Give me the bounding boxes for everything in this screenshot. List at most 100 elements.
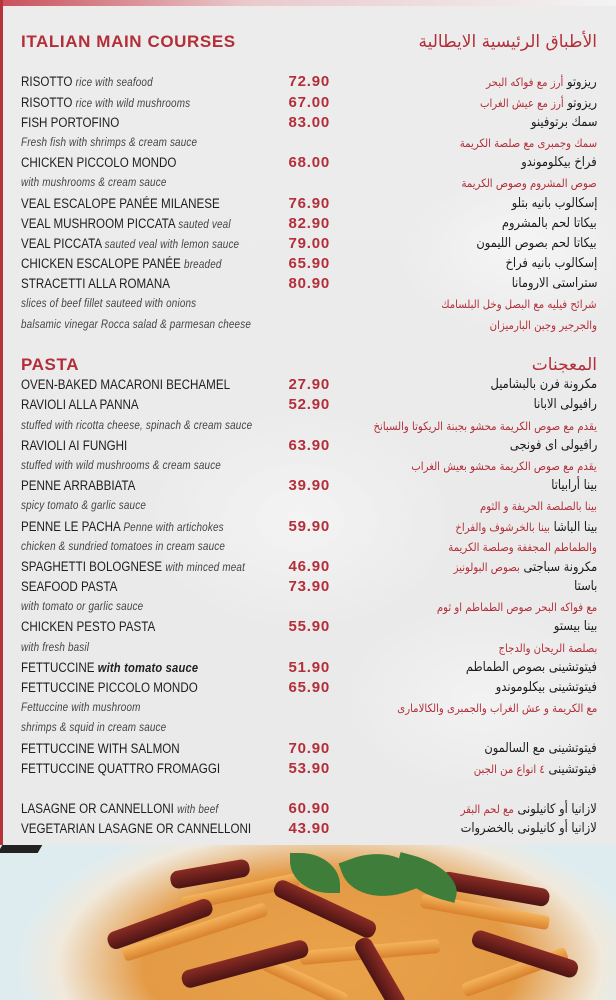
menu-item[interactable]: LASAGNE OR CANNELLONI with beef 60.90 لازا… bbox=[0, 799, 616, 819]
menu-item-description: stuffed with ricotta cheese, spinach & c… bbox=[0, 416, 616, 436]
item-name-en: PENNE LE PACHA Penne with artichokes bbox=[21, 517, 224, 538]
menu-item[interactable]: RISOTTO rice with wild mushrooms 67.00 ريز… bbox=[0, 93, 616, 113]
menu-item[interactable]: SPAGHETTI BOLOGNESE with minced meat 46.9… bbox=[0, 557, 616, 577]
item-price: 67.00 bbox=[288, 93, 330, 111]
description-en: chicken & sundried tomatoes in cream sau… bbox=[21, 540, 226, 553]
menu-item[interactable]: CHICKEN ESCALOPE PANÉE breaded 65.90 إسكال… bbox=[0, 254, 616, 274]
item-name-ar-text: باستا bbox=[573, 579, 597, 595]
item-name: FETTUCCINE QUATTRO FROMAGGI bbox=[21, 760, 221, 776]
item-name-ar: لازانيا أو كانيلونى بالخضروات bbox=[461, 819, 597, 839]
item-desc: rice with wild mushrooms bbox=[75, 97, 191, 110]
item-desc-ar: أرز مع فواكه البحر bbox=[486, 75, 564, 90]
left-accent-strip bbox=[0, 0, 3, 845]
item-name-ar: مكرونة فرن بالبشاميل bbox=[490, 375, 597, 395]
description-en: slices of beef fillet sauteed with onion… bbox=[21, 298, 197, 311]
item-name: LASAGNE OR CANNELLONI bbox=[21, 801, 174, 817]
item-name-en: VEAL MUSHROOM PICCATA sauted veal bbox=[21, 214, 231, 235]
item-name-ar: بينا أرابياتا bbox=[551, 476, 597, 496]
item-name-ar-text: فراخ بيكلوموندو bbox=[521, 155, 597, 171]
menu-item[interactable]: FETTUCCINE QUATTRO FROMAGGI 53.90 فيتوتشين… bbox=[0, 759, 616, 779]
menu-item[interactable]: PENNE LE PACHA Penne with artichokes 59.9… bbox=[0, 517, 616, 537]
menu-item[interactable]: VEAL ESCALOPE PANÉE MILANESE 76.90 إسكالوب… bbox=[0, 194, 616, 214]
description-ar: مع فواكه البحر صوص الطماطم او ثوم bbox=[436, 600, 597, 615]
item-desc-ar: مع لحم البقر bbox=[460, 802, 515, 817]
spacer bbox=[0, 52, 616, 72]
item-price: 68.00 bbox=[288, 154, 330, 172]
item-name: PENNE LE PACHA bbox=[21, 518, 121, 534]
section-title-ar: المعجنات bbox=[531, 355, 597, 375]
item-name: RISOTTO bbox=[21, 94, 73, 110]
item-name: VEAL PICCATA bbox=[21, 235, 102, 251]
item-price: 72.90 bbox=[288, 73, 330, 91]
item-name: OVEN-BAKED MACARONI BECHAMEL bbox=[21, 377, 231, 393]
item-name-ar-text: سمك برتوفينو bbox=[530, 114, 597, 130]
menu-item[interactable]: VEGETARIAN LASAGNE OR CANNELLONI 43.90 لاز… bbox=[0, 819, 616, 839]
item-price: 80.90 bbox=[288, 275, 330, 293]
description-en: with mushrooms & cream sauce bbox=[21, 177, 167, 190]
item-name-en: CHICKEN ESCALOPE PANÉE breaded bbox=[21, 254, 222, 275]
section-title-en: PASTA bbox=[21, 355, 80, 374]
menu-item[interactable]: SEAFOOD PASTA 73.90 باستا bbox=[0, 577, 616, 597]
item-name: VEAL ESCALOPE PANÉE MILANESE bbox=[21, 195, 220, 211]
item-name-en: RAVIOLI AI FUNGHI bbox=[21, 436, 127, 456]
menu-item-description: chicken & sundried tomatoes in cream sau… bbox=[0, 537, 616, 557]
menu-item[interactable]: RAVIOLI AI FUNGHI 63.90 رافيولى اى فونجى bbox=[0, 436, 616, 456]
item-name-en: CHICKEN PICCOLO MONDO bbox=[21, 153, 176, 173]
item-price: 82.90 bbox=[288, 214, 330, 232]
item-desc: with beef bbox=[177, 804, 219, 817]
item-name-ar-text: إسكالوب بانيه بتلو bbox=[511, 195, 597, 211]
item-desc: Penne with artichokes bbox=[123, 521, 224, 534]
menu-item-description: shrimps & squid in cream sauce bbox=[0, 718, 616, 738]
section-title-en: ITALIAN MAIN COURSES bbox=[21, 32, 236, 51]
item-name-ar: رافيولى اى فونجى bbox=[510, 436, 597, 456]
item-name-ar: فيتوتشينى بصوص الطماطم bbox=[466, 658, 597, 678]
description-en: spicy tomato & garlic sauce bbox=[21, 500, 147, 513]
description-en: Fettuccine with mushroom bbox=[21, 702, 141, 715]
menu-item[interactable]: STRACETTI ALLA ROMANA 80.90 ستراستى الاروم… bbox=[0, 274, 616, 294]
item-name-ar-text: بينا الباشا bbox=[553, 519, 597, 535]
description-ar: والطماطم المجففة وصلصة الكريمة bbox=[448, 539, 597, 554]
menu-item[interactable]: RISOTTO rice with seafood 72.90 ريزوتو أرز… bbox=[0, 72, 616, 92]
item-name-ar-text: فيتوتشينى مع السالمون bbox=[484, 740, 597, 756]
item-desc: sauted veal with lemon sauce bbox=[104, 238, 240, 251]
item-name-ar-text: بيكاتا لحم بصوص الليمون bbox=[476, 235, 597, 251]
item-price: 83.00 bbox=[288, 113, 330, 131]
item-name-ar: بيكاتا لحم بالمشروم bbox=[502, 214, 597, 234]
description-ar: بينا بالصلصة الحريفة و الثوم bbox=[480, 499, 597, 514]
menu-item[interactable]: OVEN-BAKED MACARONI BECHAMEL 27.90 مكرونة … bbox=[0, 375, 616, 395]
menu-item[interactable]: CHICKEN PICCOLO MONDO 68.00 فراخ بيكلوموند… bbox=[0, 153, 616, 173]
description-ar: والجرجير وجبن البارميزان bbox=[489, 317, 597, 332]
description-ar: صوص المشروم وصوص الكريمة bbox=[461, 176, 597, 191]
description-en: with fresh basil bbox=[21, 641, 90, 654]
item-name-ar-text: بينا بيستو bbox=[553, 619, 597, 635]
menu-item[interactable]: VEAL PICCATA sauted veal with lemon sauc… bbox=[0, 234, 616, 254]
item-name-en: SEAFOOD PASTA bbox=[21, 577, 117, 597]
item-name-ar: بيكاتا لحم بصوص الليمون bbox=[477, 234, 597, 254]
item-name: STRACETTI ALLA ROMANA bbox=[21, 276, 171, 292]
item-name-en: OVEN-BAKED MACARONI BECHAMEL bbox=[21, 375, 230, 395]
item-desc: with minced meat bbox=[165, 561, 246, 574]
item-name-ar-text: لازانيا أو كانيلونى bbox=[517, 802, 597, 818]
item-name-ar: لازانيا أو كانيلونى مع لحم البقر bbox=[461, 799, 597, 820]
menu-item[interactable]: FETTUCCINE PICCOLO MONDO 65.90 فيتوتشينى ب… bbox=[0, 678, 616, 698]
menu-item[interactable]: PENNE ARRABBIATA 39.90 بينا أرابياتا bbox=[0, 476, 616, 496]
item-price: 76.90 bbox=[288, 194, 330, 212]
menu-item[interactable]: FETTUCCINE WITH SALMON 70.90 فيتوتشينى مع … bbox=[0, 739, 616, 759]
menu-item[interactable]: CHICKEN PESTO PASTA 55.90 بينا بيستو bbox=[0, 617, 616, 637]
menu-item[interactable]: RAVIOLI ALLA PANNA 52.90 رافيولى الابانا bbox=[0, 395, 616, 415]
item-name: VEGETARIAN LASAGNE OR CANNELLONI bbox=[21, 821, 252, 837]
item-price: 39.90 bbox=[288, 477, 330, 495]
item-name-ar-text: إسكالوب بانيه فراخ bbox=[505, 256, 597, 272]
menu-item-description: with fresh basil بصلصة الريحان والدجاج bbox=[0, 638, 616, 658]
menu-item[interactable]: FISH PORTOFINO 83.00 سمك برتوفينو bbox=[0, 113, 616, 133]
menu-item-description: with mushrooms & cream sauce صوص المشروم … bbox=[0, 173, 616, 193]
menu-item[interactable]: VEAL MUSHROOM PICCATA sauted veal 82.90 بي… bbox=[0, 214, 616, 234]
item-price: 63.90 bbox=[288, 436, 330, 454]
item-name-en: STRACETTI ALLA ROMANA bbox=[21, 274, 170, 294]
item-name-ar: بينا بيستو bbox=[554, 617, 597, 637]
menu-item[interactable]: FETTUCCINE with tomato sauce 51.90 فيتوتشي… bbox=[0, 658, 616, 678]
item-price: 73.90 bbox=[288, 578, 330, 596]
item-price: 55.90 bbox=[288, 618, 330, 636]
item-name-en: VEGETARIAN LASAGNE OR CANNELLONI bbox=[21, 819, 251, 839]
